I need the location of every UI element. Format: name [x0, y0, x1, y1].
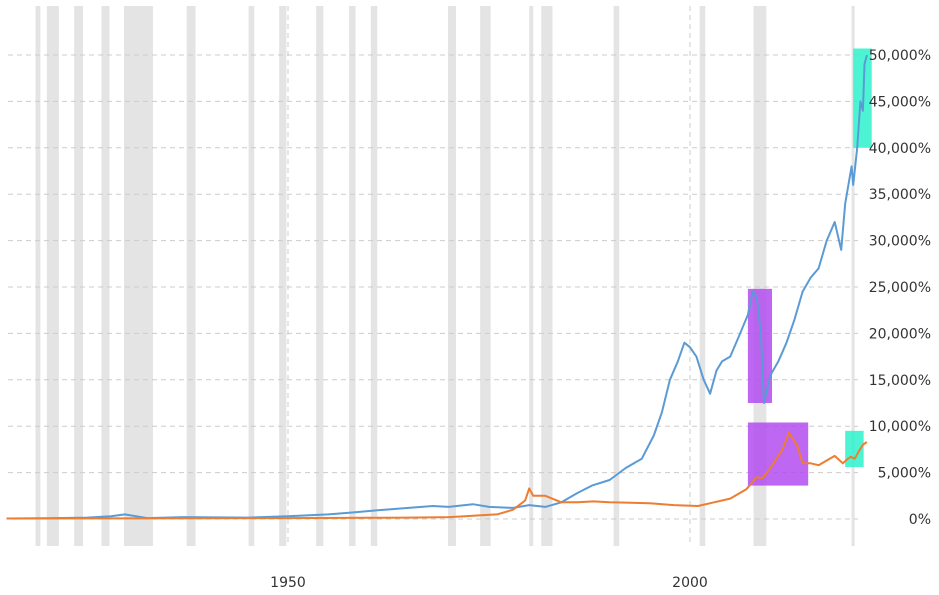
x-tick-label: 1950: [270, 575, 306, 591]
y-tick-label: 50,000%: [869, 48, 931, 64]
recession-band: [851, 6, 855, 546]
x-tick-label: 2000: [672, 575, 708, 591]
y-axis-ticks: 0% 5,000% 10,000% 15,000% 20,000% 25,000% 30,0…: [869, 48, 931, 528]
recession-bands: [35, 6, 855, 546]
y-tick-label: 25,000%: [869, 280, 931, 296]
highlight-box: [747, 422, 809, 486]
y-tick-label: 15,000%: [869, 373, 931, 389]
recession-band: [248, 6, 255, 546]
recession-band: [447, 6, 457, 546]
y-tick-label: 30,000%: [869, 234, 931, 250]
recession-band: [35, 6, 41, 546]
recession-band: [370, 6, 378, 546]
y-tick-label: 40,000%: [869, 141, 931, 157]
recession-band: [699, 6, 706, 546]
recession-band: [349, 6, 356, 546]
x-axis-ticks: 1950 2000: [270, 575, 708, 591]
recession-band: [279, 6, 287, 546]
y-tick-label: 5,000%: [878, 466, 931, 482]
recession-band: [101, 6, 110, 546]
grid-lines: [8, 6, 858, 546]
recession-band: [613, 6, 620, 546]
recession-band: [123, 6, 153, 546]
series-line-1: [6, 54, 868, 520]
y-tick-label: 20,000%: [869, 326, 931, 342]
recession-band: [46, 6, 59, 546]
recession-band: [753, 6, 767, 546]
recession-band: [480, 6, 491, 546]
series-lines: [6, 54, 868, 520]
recession-band: [529, 6, 534, 546]
recession-band: [541, 6, 553, 546]
recession-band: [316, 6, 324, 546]
recession-band: [186, 6, 196, 546]
y-tick-label: 35,000%: [869, 187, 931, 203]
highlight-boxes: [747, 48, 872, 486]
y-tick-label: 45,000%: [869, 94, 931, 110]
y-tick-label: 0%: [909, 512, 931, 528]
recession-band: [74, 6, 83, 546]
series-line-2: [6, 431, 868, 520]
y-tick-label: 10,000%: [869, 419, 931, 435]
